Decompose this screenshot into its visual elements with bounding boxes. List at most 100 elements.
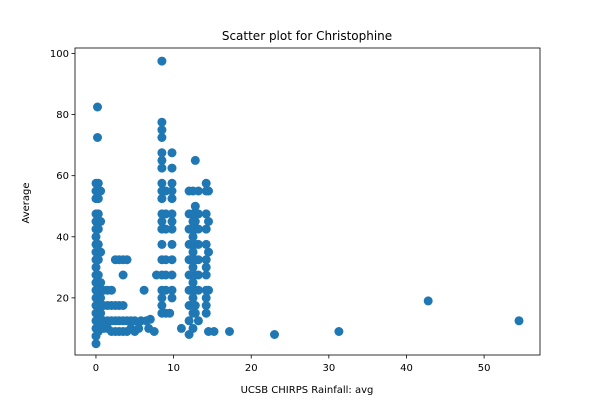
data-point [190, 308, 200, 318]
data-point [161, 224, 171, 234]
y-tick-label: 80 [56, 110, 69, 121]
data-point [93, 194, 103, 204]
data-point [93, 224, 103, 234]
data-point [201, 270, 211, 280]
data-point [184, 270, 194, 280]
data-point [193, 209, 203, 219]
data-point [167, 163, 177, 173]
data-point [201, 224, 211, 234]
data-point [161, 270, 171, 280]
data-point [93, 255, 103, 265]
x-tick-label: 0 [93, 363, 99, 374]
data-point [201, 262, 211, 272]
data-point [149, 327, 159, 336]
x-tick-label: 10 [167, 363, 180, 374]
data-point [201, 255, 211, 265]
y-tick-label: 40 [56, 232, 69, 243]
data-point [190, 301, 200, 310]
data-point [201, 178, 211, 188]
data-point [167, 224, 177, 234]
data-point [139, 285, 149, 295]
data-point [184, 224, 194, 234]
data-point [130, 316, 140, 326]
data-point [118, 270, 128, 280]
data-point [157, 217, 167, 226]
data-point [91, 232, 101, 242]
data-point [96, 308, 106, 318]
data-point [167, 255, 177, 265]
data-point [167, 209, 177, 219]
data-point [93, 209, 103, 219]
data-point [225, 327, 234, 336]
data-point [193, 224, 203, 234]
data-point [167, 186, 177, 196]
data-point [188, 323, 198, 333]
data-point [270, 330, 279, 339]
data-point [334, 327, 344, 336]
data-point [157, 239, 167, 249]
x-tick-label: 30 [322, 363, 335, 374]
data-point [514, 316, 524, 326]
chart-title: Scatter plot for Christophine [222, 29, 392, 43]
data-point [96, 278, 106, 288]
data-point [167, 148, 177, 158]
data-point [96, 217, 106, 226]
data-point [184, 255, 194, 265]
data-point [204, 217, 213, 226]
data-point [201, 308, 211, 318]
data-point [93, 102, 102, 112]
data-point [93, 239, 103, 249]
data-point [167, 270, 177, 280]
data-point [157, 56, 167, 66]
data-point [96, 186, 106, 196]
data-point [193, 270, 203, 280]
data-point [93, 133, 102, 142]
y-axis-label: Average [21, 182, 32, 223]
data-point [184, 316, 194, 326]
data-point [157, 301, 167, 310]
data-point [193, 316, 203, 326]
data-point [118, 301, 128, 310]
data-point [157, 155, 167, 165]
x-axis-label: UCSB CHIRPS Rainfall: avg [241, 385, 374, 396]
y-tick-label: 60 [56, 171, 69, 182]
data-point [188, 278, 198, 288]
data-point [157, 133, 167, 142]
data-point [93, 270, 103, 280]
data-point [134, 323, 144, 333]
data-point [190, 201, 200, 211]
y-tick-label: 20 [56, 293, 69, 304]
data-point [204, 186, 213, 196]
data-point [152, 270, 161, 280]
data-point [188, 293, 198, 303]
y-axis-ticks: 20 40 60 80 100 [50, 49, 75, 304]
data-point [93, 178, 103, 188]
data-point [161, 285, 171, 295]
data-point [190, 217, 200, 226]
data-point [193, 255, 203, 265]
data-point [188, 262, 198, 272]
plot-frame [74, 47, 541, 356]
data-point [157, 163, 167, 173]
data-point [184, 285, 194, 295]
data-point [204, 285, 213, 295]
data-point [188, 247, 198, 257]
data-point [184, 239, 194, 249]
x-tick-label: 40 [400, 363, 413, 374]
data-point [193, 186, 203, 196]
data-point [193, 239, 203, 249]
data-point [176, 323, 186, 333]
data-point [96, 293, 106, 303]
data-point [161, 209, 171, 219]
x-tick-label: 50 [478, 363, 491, 374]
data-point [91, 262, 101, 272]
data-point [423, 296, 433, 306]
y-tick-label: 100 [50, 49, 69, 60]
data-point [209, 327, 219, 336]
data-point [201, 301, 211, 310]
data-point [167, 178, 177, 188]
data-point [201, 239, 211, 249]
data-point [167, 194, 177, 204]
data-point [91, 339, 101, 349]
